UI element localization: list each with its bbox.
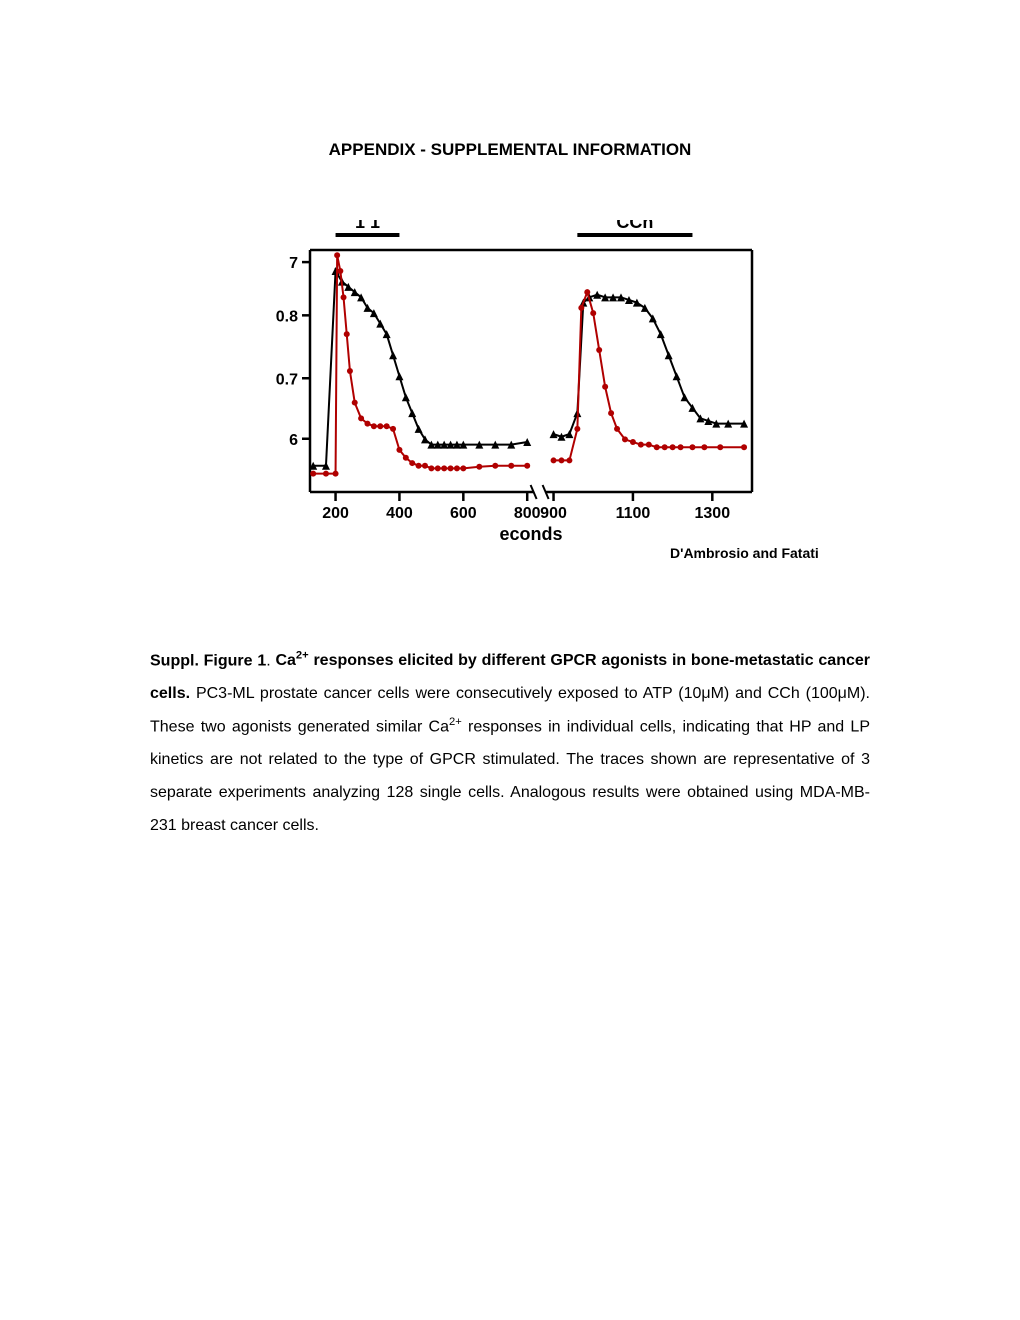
page-title: APPENDIX - SUPPLEMENTAL INFORMATION bbox=[150, 140, 870, 160]
chart-container: 7 0.8 0.7 6 200 400 600 800900 1100 1300 econds 1 1… bbox=[240, 220, 780, 550]
svg-text:CCh: CCh bbox=[616, 220, 653, 232]
svg-text:6: 6 bbox=[289, 432, 298, 449]
svg-text:econds: econds bbox=[499, 524, 562, 544]
attribution-text: D'Ambrosio and Fatati bbox=[670, 545, 819, 561]
svg-text:7: 7 bbox=[289, 255, 298, 272]
svg-text:1 1: 1 1 bbox=[355, 220, 380, 232]
chart-svg: 7 0.8 0.7 6 200 400 600 800900 1100 1300 econds 1 1… bbox=[240, 220, 780, 550]
svg-text:800: 800 bbox=[514, 505, 541, 522]
svg-text:600: 600 bbox=[450, 505, 477, 522]
svg-text:1300: 1300 bbox=[695, 505, 731, 522]
svg-text:0.7: 0.7 bbox=[276, 371, 298, 388]
svg-text:400: 400 bbox=[386, 505, 413, 522]
page: APPENDIX - SUPPLEMENTAL INFORMATION 7 0.8… bbox=[0, 0, 1020, 842]
svg-text:900: 900 bbox=[540, 505, 567, 522]
caption-body-2: responses in individual cells, indicatin… bbox=[150, 718, 870, 833]
svg-text:0.8: 0.8 bbox=[276, 308, 298, 325]
svg-text:200: 200 bbox=[322, 505, 349, 522]
figure-caption: Suppl. Figure 1. Ca2+ responses elicited… bbox=[150, 645, 870, 842]
figure-label: Suppl. Figure 1 bbox=[150, 652, 266, 669]
svg-text:1100: 1100 bbox=[616, 505, 651, 522]
